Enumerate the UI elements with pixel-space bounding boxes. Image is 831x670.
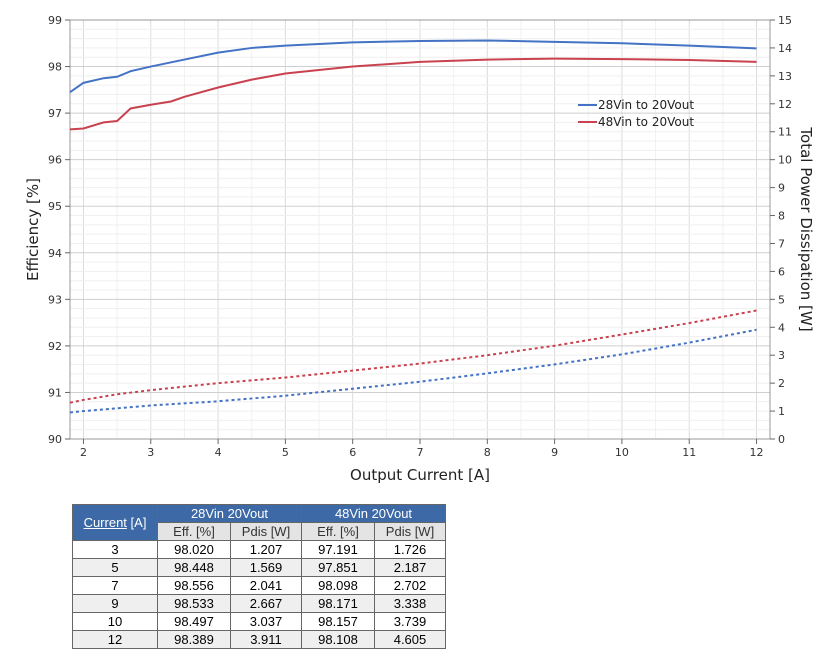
table-cell: 3.911 [230, 630, 302, 649]
y-tick-label: 93 [48, 293, 62, 306]
sub-header: Eff. [%] [157, 522, 231, 541]
table-cell: 98.556 [157, 576, 231, 595]
table-cell: 98.533 [157, 594, 231, 613]
y2-axis-label: Total Power Dissipation [W] [797, 126, 815, 331]
table-cell: 9 [72, 594, 158, 613]
y2-tick-label: 12 [778, 98, 792, 111]
sub-header: Pdis [W] [374, 522, 446, 541]
table-cell: 3.338 [374, 594, 446, 613]
table-cell: 2.702 [374, 576, 446, 595]
table-cell: 98.497 [157, 612, 231, 631]
table-row: 3 98.020 1.207 97.191 1.726 [72, 540, 446, 559]
table-cell: 1.726 [374, 540, 446, 559]
y-tick-label: 98 [48, 61, 62, 74]
table-cell: 7 [72, 576, 158, 595]
x-tick-label: 2 [80, 446, 87, 459]
table-cell: 3 [72, 540, 158, 559]
table-row: 5 98.448 1.569 97.851 2.187 [72, 558, 446, 577]
y2-tick-label: 9 [778, 182, 785, 195]
x-tick-label: 5 [282, 446, 289, 459]
table-cell: 97.851 [301, 558, 375, 577]
group-header: 48Vin 20Vout [301, 504, 446, 523]
legend-label: 28Vin to 20Vout [598, 98, 694, 112]
table-cell: 12 [72, 630, 158, 649]
unit: [A] [126, 515, 147, 530]
table-cell: 98.098 [301, 576, 375, 595]
table-row: 12 98.389 3.911 98.108 4.605 [72, 630, 446, 649]
y2-tick-label: 10 [778, 154, 792, 167]
series-line-1 [69, 57, 757, 131]
y-tick-label: 96 [48, 154, 62, 167]
y2-tick-label: 6 [778, 265, 785, 278]
y-tick-label: 97 [48, 107, 62, 120]
efficiency-chart: 2 3 4 5 6 7 8 9 10 11 1290919293949596979899012345… [24, 14, 815, 484]
current-link[interactable]: Current [83, 515, 127, 530]
table-row: 9 98.533 2.667 98.171 3.338 [72, 594, 446, 613]
series-line-3 [69, 309, 757, 404]
y2-tick-label: 4 [778, 321, 785, 334]
y-tick-label: 91 [48, 386, 62, 399]
table-cell: 2.187 [374, 558, 446, 577]
table-cell: 5 [72, 558, 158, 577]
y-axis-label: Efficiency [%] [24, 178, 42, 281]
x-tick-label: 12 [750, 446, 764, 459]
table-cell: 98.020 [157, 540, 231, 559]
y2-tick-label: 11 [778, 126, 792, 139]
table-cell: 3.739 [374, 612, 446, 631]
table-cell: 4.605 [374, 630, 446, 649]
table-cell: 1.569 [230, 558, 302, 577]
y2-tick-label: 14 [778, 42, 792, 55]
table-cell: 1.207 [230, 540, 302, 559]
y2-tick-label: 7 [778, 237, 785, 250]
table-cell: 98.448 [157, 558, 231, 577]
table-cell: 97.191 [301, 540, 375, 559]
series-line-0 [69, 39, 757, 93]
y2-tick-label: 1 [778, 405, 785, 418]
table-row: 7 98.556 2.041 98.098 2.702 [72, 576, 446, 595]
y2-tick-label: 0 [778, 433, 785, 446]
x-tick-label: 7 [417, 446, 424, 459]
data-table: Current [A] 28Vin 20Vout 48Vin 20Vout Ef… [72, 504, 446, 649]
y2-tick-label: 15 [778, 14, 792, 27]
y-tick-label: 99 [48, 14, 62, 27]
x-tick-label: 9 [551, 446, 558, 459]
x-tick-label: 6 [349, 446, 356, 459]
x-tick-label: 11 [682, 446, 696, 459]
table-cell: 10 [72, 612, 158, 631]
table-cell: 3.037 [230, 612, 302, 631]
series-line-2 [69, 328, 757, 414]
table-cell: 98.171 [301, 594, 375, 613]
x-axis-label: Output Current [A] [350, 466, 490, 484]
table-cell: 2.667 [230, 594, 302, 613]
y2-tick-label: 13 [778, 70, 792, 83]
x-tick-label: 3 [147, 446, 154, 459]
y-tick-label: 94 [48, 247, 62, 260]
x-tick-label: 10 [615, 446, 629, 459]
y-tick-label: 90 [48, 433, 62, 446]
y2-tick-label: 2 [778, 377, 785, 390]
table-cell: 98.108 [301, 630, 375, 649]
legend-label: 48Vin to 20Vout [598, 115, 694, 129]
table-cell: 98.389 [157, 630, 231, 649]
sub-header: Pdis [W] [230, 522, 302, 541]
y2-tick-label: 8 [778, 210, 785, 223]
y-tick-label: 95 [48, 200, 62, 213]
table-cell: 2.041 [230, 576, 302, 595]
x-tick-label: 8 [484, 446, 491, 459]
y2-tick-label: 3 [778, 349, 785, 362]
y2-tick-label: 5 [778, 293, 785, 306]
y-tick-label: 92 [48, 340, 62, 353]
x-tick-label: 4 [215, 446, 222, 459]
corner-header: Current [A] [72, 504, 158, 541]
table-row: 10 98.497 3.037 98.157 3.739 [72, 612, 446, 631]
table-cell: 98.157 [301, 612, 375, 631]
sub-header: Eff. [%] [301, 522, 375, 541]
group-header: 28Vin 20Vout [157, 504, 302, 523]
